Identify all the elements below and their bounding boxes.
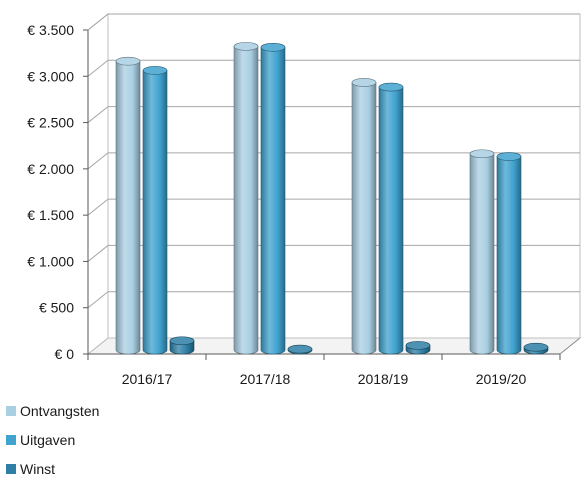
bar-chart: € 0 € 500 € 1.000 € 1.500 € 2.000 € 2.500 € 3.… — [27, 12, 582, 387]
x-axis: 2016/17 2017/18 2018/19 2019/20 — [87, 353, 561, 387]
x-tick-label: 2019/20 — [476, 371, 527, 387]
bar — [405, 341, 431, 355]
bar-body — [233, 46, 259, 355]
x-tick-label: 2018/19 — [358, 371, 409, 387]
gridline — [87, 244, 580, 262]
gridline — [87, 152, 580, 170]
y-tick-label: € 1.000 — [27, 253, 74, 269]
legend-swatch — [6, 406, 16, 416]
legend-label: Uitgaven — [20, 432, 76, 448]
gridlines — [87, 13, 580, 309]
bar-top — [287, 344, 313, 354]
y-tick-label: € 500 — [39, 300, 74, 316]
legend-swatch — [6, 435, 16, 445]
legend-item: Uitgaven — [6, 432, 99, 448]
bar-top — [115, 56, 141, 66]
bar-top — [405, 341, 431, 350]
gridline — [87, 59, 580, 77]
y-tick-label: € 2.000 — [27, 161, 74, 177]
bar-top — [260, 42, 286, 52]
bar — [115, 56, 141, 355]
bar-top — [169, 336, 195, 346]
gridline — [87, 106, 580, 123]
y-tick-label: € 2.500 — [27, 115, 74, 131]
side-wall — [87, 12, 109, 356]
bar-body — [260, 46, 286, 355]
bar — [523, 342, 549, 355]
legend-item: Winst — [6, 461, 99, 477]
bar — [378, 82, 404, 355]
bar — [260, 42, 286, 355]
y-tick-label: € 0 — [55, 346, 75, 362]
bar-body — [142, 70, 168, 355]
gridline — [87, 198, 580, 216]
legend: Ontvangsten Uitgaven Winst — [6, 403, 99, 490]
bar — [142, 66, 168, 355]
bar — [496, 152, 522, 355]
bars — [115, 42, 549, 355]
bar-top — [523, 342, 549, 352]
bar-body — [351, 82, 377, 355]
bar-body — [496, 156, 522, 355]
bar-top — [496, 152, 522, 161]
bar-body — [469, 153, 495, 355]
legend-label: Winst — [20, 461, 55, 477]
bar — [469, 149, 495, 355]
bar-body — [115, 60, 141, 355]
y-axis: € 0 € 500 € 1.000 € 1.500 € 2.000 € 2.500 € 3.… — [27, 22, 89, 362]
bar — [169, 336, 195, 355]
gridline — [87, 291, 580, 309]
bar — [287, 344, 313, 355]
bar — [351, 78, 377, 355]
x-tick-label: 2016/17 — [122, 371, 173, 387]
bar-body — [378, 86, 404, 355]
bar-top — [233, 42, 259, 51]
y-tick-label: € 1.500 — [27, 207, 74, 223]
bar-top — [351, 78, 377, 87]
legend-label: Ontvangsten — [20, 403, 100, 419]
bar-top — [142, 66, 168, 75]
gridline — [87, 13, 580, 31]
bar-top — [378, 82, 404, 92]
legend-swatch — [6, 464, 16, 474]
y-tick-label: € 3.500 — [27, 22, 74, 38]
legend-item: Ontvangsten — [6, 403, 99, 419]
bar-top — [469, 149, 495, 159]
y-tick-label: € 3.000 — [27, 68, 74, 84]
bar — [233, 42, 259, 355]
x-tick-label: 2017/18 — [240, 371, 291, 387]
